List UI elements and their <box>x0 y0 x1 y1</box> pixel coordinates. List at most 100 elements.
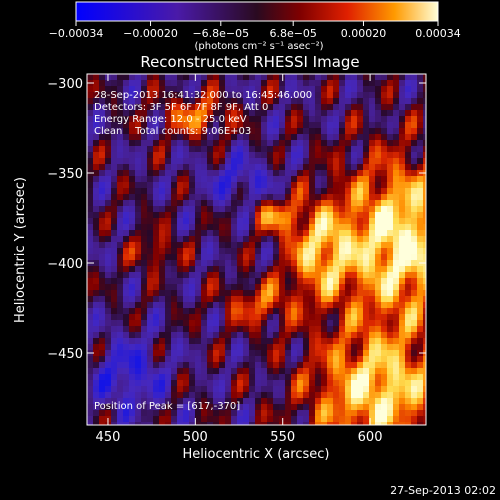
heatmap-cell <box>417 248 424 255</box>
heatmap-cell <box>351 92 358 99</box>
heatmap-cell <box>327 146 334 153</box>
heatmap-cell <box>201 86 208 93</box>
heatmap-cell <box>129 92 136 99</box>
heatmap-cell <box>375 302 382 309</box>
heatmap-cell <box>291 260 298 267</box>
heatmap-cell <box>153 350 160 357</box>
heatmap-cell <box>219 194 226 201</box>
heatmap-cell <box>165 320 172 327</box>
heatmap-cell <box>411 254 418 261</box>
heatmap-cell <box>261 308 268 315</box>
heatmap-cell <box>267 398 274 405</box>
heatmap-cell <box>417 92 424 99</box>
heatmap-cell <box>423 422 426 425</box>
heatmap-cell <box>141 260 148 267</box>
heatmap-cell <box>147 224 154 231</box>
heatmap-cell <box>219 98 226 105</box>
heatmap-cell <box>405 392 412 399</box>
heatmap-cell <box>117 296 124 303</box>
heatmap-cell <box>327 104 334 111</box>
heatmap-cell <box>375 212 382 219</box>
heatmap-cell <box>399 422 406 425</box>
heatmap-cell <box>261 98 268 105</box>
heatmap-cell <box>183 362 190 369</box>
heatmap-cell <box>213 248 220 255</box>
heatmap-cell <box>363 92 370 99</box>
heatmap-cell <box>99 80 106 87</box>
heatmap-cell <box>189 146 196 153</box>
heatmap-cell <box>423 278 426 285</box>
heatmap-cell <box>351 260 358 267</box>
heatmap-cell <box>171 326 178 333</box>
heatmap-cell <box>219 356 226 363</box>
heatmap-cell <box>285 416 292 423</box>
heatmap-cell <box>333 326 340 333</box>
heatmap-cell <box>177 266 184 273</box>
heatmap-cell <box>141 176 148 183</box>
heatmap-cell <box>87 236 94 243</box>
heatmap-cell <box>213 86 220 93</box>
heatmap-cell <box>153 176 160 183</box>
heatmap-cell <box>273 302 280 309</box>
heatmap-cell <box>189 398 196 405</box>
heatmap-cell <box>135 290 142 297</box>
heatmap-cell <box>129 80 136 87</box>
heatmap-cell <box>165 386 172 393</box>
heatmap-cell <box>153 272 160 279</box>
heatmap-cell <box>153 332 160 339</box>
heatmap-cell <box>177 296 184 303</box>
heatmap-cell <box>387 116 394 123</box>
heatmap-cell <box>225 212 232 219</box>
heatmap-cell <box>381 110 388 117</box>
heatmap-cell <box>213 182 220 189</box>
heatmap-cell <box>135 404 142 411</box>
heatmap-cell <box>123 242 130 249</box>
heatmap-cell <box>135 410 142 417</box>
heatmap-cell <box>345 236 352 243</box>
heatmap-cell <box>303 170 310 177</box>
heatmap-cell <box>387 398 394 405</box>
heatmap-cell <box>201 200 208 207</box>
heatmap-cell <box>243 104 250 111</box>
heatmap-cell <box>159 404 166 411</box>
heatmap-cell <box>195 272 202 279</box>
heatmap-cell <box>363 314 370 321</box>
heatmap-cell <box>171 314 178 321</box>
heatmap-cell <box>417 296 424 303</box>
heatmap-cell <box>393 116 400 123</box>
heatmap-cell <box>123 422 130 425</box>
heatmap-cell <box>411 296 418 303</box>
heatmap-cell <box>105 188 112 195</box>
heatmap-cell <box>357 350 364 357</box>
heatmap-cell <box>273 134 280 141</box>
heatmap-cell <box>213 200 220 207</box>
heatmap-cell <box>369 260 376 267</box>
heatmap-cell <box>243 230 250 237</box>
heatmap-cell <box>93 188 100 195</box>
heatmap-cell <box>135 110 142 117</box>
heatmap-cell <box>231 392 238 399</box>
heatmap-cell <box>93 158 100 165</box>
heatmap-cell <box>291 74 298 81</box>
heatmap-cell <box>123 260 130 267</box>
heatmap-cell <box>261 386 268 393</box>
heatmap-cell <box>159 326 166 333</box>
heatmap-cell <box>327 74 334 81</box>
heatmap-cell <box>387 326 394 333</box>
heatmap-cell <box>201 224 208 231</box>
heatmap-cell <box>105 278 112 285</box>
heatmap-cell <box>405 314 412 321</box>
heatmap-cell <box>213 380 220 387</box>
heatmap-cell <box>231 278 238 285</box>
heatmap-cell <box>333 134 340 141</box>
heatmap-cell <box>339 272 346 279</box>
heatmap-cell <box>195 404 202 411</box>
heatmap-cell <box>111 236 118 243</box>
heatmap-cell <box>285 368 292 375</box>
heatmap-cell <box>399 230 406 237</box>
heatmap-cell <box>201 338 208 345</box>
heatmap-cell <box>315 266 322 273</box>
heatmap-cell <box>171 404 178 411</box>
heatmap-cell <box>147 272 154 279</box>
heatmap-cells <box>87 74 426 425</box>
